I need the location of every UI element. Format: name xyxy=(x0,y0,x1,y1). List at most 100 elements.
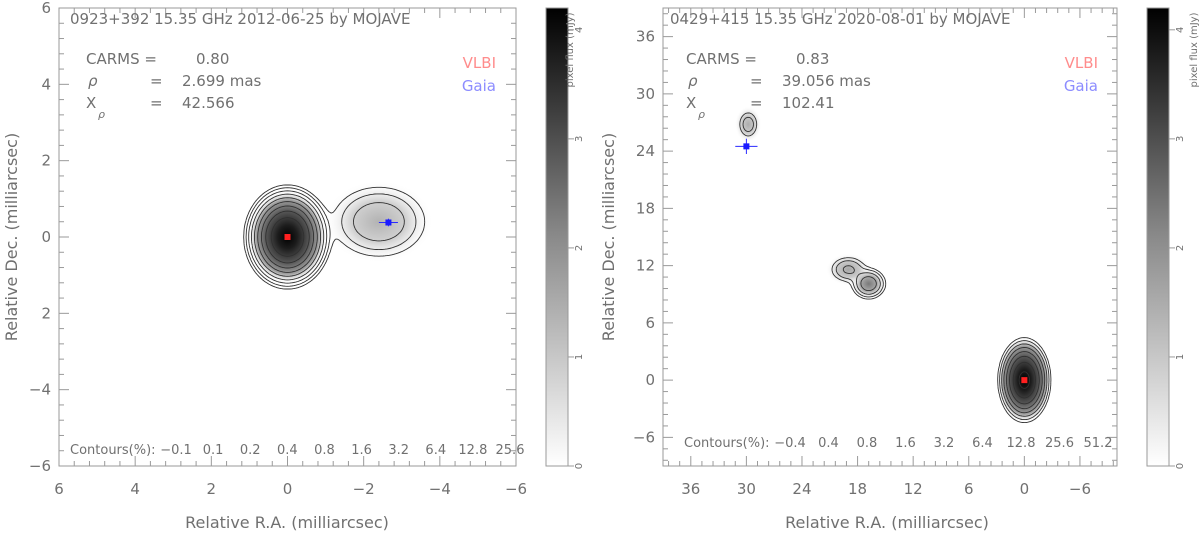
contour-level-label: 1.6 xyxy=(351,443,372,458)
contour-level-label: 0.4 xyxy=(818,436,839,451)
y-tick-label: −4 xyxy=(29,381,51,399)
contour-level-label: 3.2 xyxy=(388,443,409,458)
contour-line xyxy=(842,265,1048,417)
plot-frame xyxy=(662,7,1118,467)
x-tick-label: 6 xyxy=(54,480,64,498)
contour-line xyxy=(270,217,305,257)
x-tick-label: −4 xyxy=(429,480,451,498)
rho-value-right: 39.056 mas xyxy=(782,72,871,90)
y-tick-label: 0 xyxy=(41,228,51,246)
x-eq-right: = xyxy=(750,94,763,112)
axes-right: 36 30 24 18 12 6 0 −6 36 30 24 18 12 6 0 −6 xyxy=(633,7,1118,498)
contour-level-label: −0.4 xyxy=(774,436,806,451)
x-value-left: 42.566 xyxy=(182,94,235,112)
rho-eq-left: = xyxy=(150,72,163,90)
contour-line xyxy=(254,197,322,277)
y-tick-label: 12 xyxy=(636,257,655,275)
contour-level-label: 0.1 xyxy=(203,443,224,458)
legend-vlbi-left: VLBI xyxy=(463,54,496,72)
xlabel-right: Relative R.A. (milliarcsec) xyxy=(785,513,989,532)
contour-line xyxy=(248,190,405,284)
contour-line xyxy=(260,205,315,269)
colorbar-tick-label: 3 xyxy=(1175,136,1186,142)
flux-image-right xyxy=(734,106,1052,423)
contour-level-label: 25.6 xyxy=(1045,436,1074,451)
contour-line xyxy=(250,193,325,281)
carms-value-right: 0.83 xyxy=(796,50,829,68)
y-tick-label: 18 xyxy=(636,199,655,217)
contours-label-right: Contours(%): xyxy=(684,436,770,451)
contour-level-label: 51.2 xyxy=(1084,436,1113,451)
contours-left xyxy=(243,184,426,290)
colorbar-tick-label: 4 xyxy=(574,27,585,33)
colorbar-tick-label: 0 xyxy=(574,463,585,469)
x-value-right: 102.41 xyxy=(782,94,835,112)
x-tick-label: 18 xyxy=(848,480,867,498)
carms-label-left: CARMS = xyxy=(86,50,157,68)
colorbar-label-left: pixel flux (mJy) xyxy=(565,12,576,87)
x-tick-label: 2 xyxy=(207,480,217,498)
colorbar-tick-label: 0 xyxy=(1175,463,1186,469)
contour-line xyxy=(245,187,417,287)
x-label-right: X xyxy=(686,94,696,112)
contour-level-label: 0.8 xyxy=(314,443,335,458)
rho-eq-right: = xyxy=(750,72,763,90)
ylabel-right: Relative Dec. (milliarcsec) xyxy=(599,133,618,341)
y-tick-label: 30 xyxy=(636,85,655,103)
y-tick-label: 24 xyxy=(636,142,655,160)
carms-label-right: CARMS = xyxy=(686,50,757,68)
y-tick-label: −6 xyxy=(633,428,655,446)
contour-line xyxy=(1009,355,1040,405)
x-tick-label: 0 xyxy=(283,480,293,498)
colorbar-tick-label: 1 xyxy=(574,354,585,360)
y-tick-label: 6 xyxy=(645,314,655,332)
x-tick-label: 30 xyxy=(737,480,756,498)
colorbar-tick-label: 3 xyxy=(574,136,585,142)
contour-line xyxy=(739,112,1052,424)
contour-line xyxy=(265,210,310,264)
contours-right xyxy=(739,112,1052,424)
flux-component xyxy=(324,180,434,263)
vlbi-marker xyxy=(1021,377,1028,384)
legend-vlbi-right: VLBI xyxy=(1065,54,1098,72)
y-tick-label: 0 xyxy=(645,371,655,389)
title-left: 0923+392 15.35 GHz 2012-06-25 by MOJAVE xyxy=(70,10,410,28)
contour-level-label: 6.4 xyxy=(972,436,993,451)
y-tick-label: −6 xyxy=(29,457,51,475)
y-tick-label: 2 xyxy=(41,304,51,322)
x-eq-left: = xyxy=(150,94,163,112)
colorbar-left: 0 1 2 3 4 xyxy=(545,7,585,469)
colorbar-right: 0 1 2 3 4 xyxy=(1146,7,1186,469)
contour-level-label: 3.2 xyxy=(934,436,955,451)
contour-level-label: 12.8 xyxy=(458,443,487,458)
rho-label-right: ρ xyxy=(688,72,698,90)
gaia-marker xyxy=(743,143,750,150)
contour-level-label: 12.8 xyxy=(1007,436,1036,451)
y-tick-label: 36 xyxy=(636,28,655,46)
rho-label-left: ρ xyxy=(88,72,98,90)
contour-line xyxy=(257,201,318,273)
x-tick-label: −2 xyxy=(353,480,375,498)
contour-levels-right: −0.4 0.4 0.8 1.6 3.2 6.4 12.8 25.6 51.2 xyxy=(774,436,1112,451)
x-sub-right: ρ xyxy=(698,108,705,121)
x-sub-left: ρ xyxy=(98,108,105,121)
legend-gaia-right: Gaia xyxy=(1064,77,1098,95)
x-tick-label: 24 xyxy=(792,480,811,498)
colorbar-tick-label: 1 xyxy=(1175,354,1186,360)
contour-line xyxy=(742,116,1050,421)
y-tick-label: 4 xyxy=(41,75,51,93)
xlabel-left: Relative R.A. (milliarcsec) xyxy=(185,513,389,532)
y-tick-label: 2 xyxy=(41,152,51,170)
x-tick-label: 6 xyxy=(964,480,974,498)
x-tick-label: −6 xyxy=(1069,480,1091,498)
x-tick-label: 4 xyxy=(130,480,140,498)
contour-level-label: 0.2 xyxy=(240,443,261,458)
contour-level-label: 25.6 xyxy=(496,443,525,458)
contours-label-left: Contours(%): xyxy=(70,443,156,458)
contour-line xyxy=(1018,371,1030,389)
x-tick-label: 0 xyxy=(1020,480,1030,498)
colorbar-gradient xyxy=(545,7,569,467)
